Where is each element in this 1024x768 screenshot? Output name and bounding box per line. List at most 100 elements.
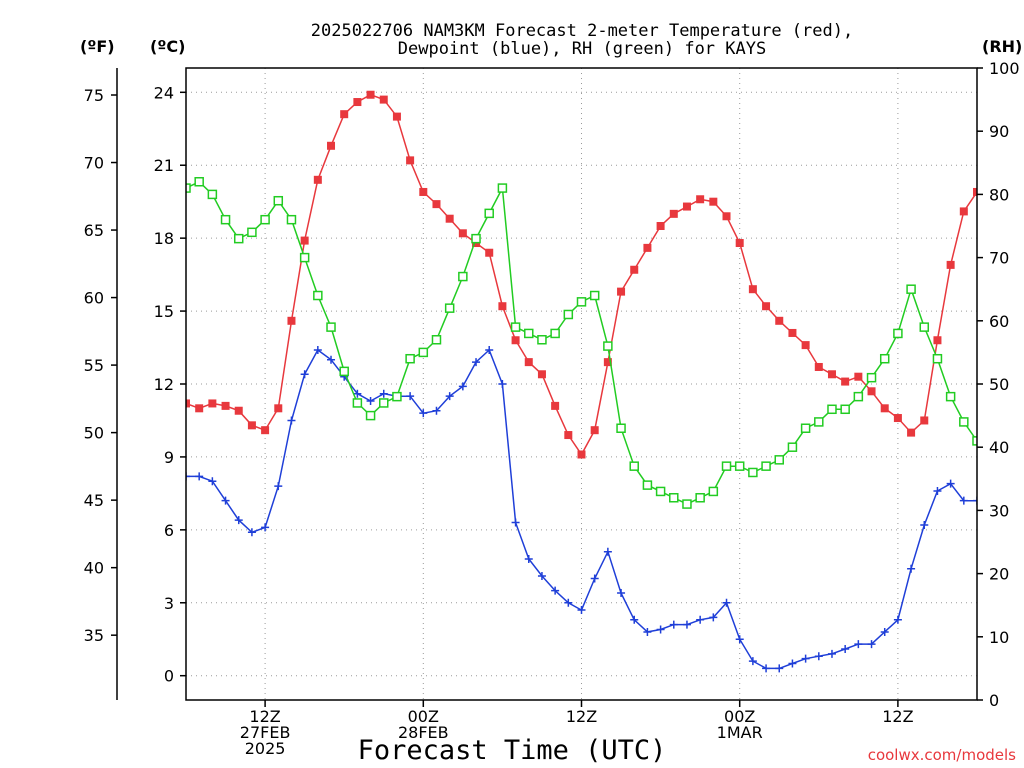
data-point-rh bbox=[233, 233, 244, 244]
data-point-2-meter-temperature bbox=[907, 428, 916, 437]
data-point-dewpoint bbox=[327, 355, 336, 364]
grid-lines bbox=[186, 68, 977, 700]
data-point-dewpoint bbox=[498, 380, 507, 388]
data-point-2-meter-temperature bbox=[221, 401, 230, 410]
data-point-2-meter-temperature bbox=[287, 316, 296, 325]
celsius-tick-label: 6 bbox=[164, 521, 174, 540]
data-point-2-meter-temperature bbox=[920, 416, 929, 425]
data-point-rh bbox=[734, 461, 745, 471]
data-point-rh bbox=[972, 436, 977, 446]
data-point-2-meter-temperature bbox=[564, 431, 573, 440]
data-point-dewpoint bbox=[880, 627, 889, 636]
data-point-2-meter-temperature bbox=[340, 110, 349, 119]
data-point-rh bbox=[510, 322, 521, 332]
celsius-tick-label: 15 bbox=[154, 302, 174, 321]
data-point-2-meter-temperature bbox=[313, 175, 322, 184]
data-point-rh bbox=[247, 227, 257, 238]
celsius-axis-unit: (ºC) bbox=[150, 37, 185, 56]
data-point-2-meter-temperature bbox=[247, 421, 256, 430]
data-point-2-meter-temperature bbox=[366, 90, 375, 99]
celsius-tick-label: 9 bbox=[164, 448, 174, 467]
data-point-rh bbox=[186, 183, 191, 193]
data-point-dewpoint bbox=[801, 654, 810, 663]
x-tick-label: 27FEB bbox=[240, 723, 291, 742]
celsius-tick-label: 18 bbox=[154, 229, 174, 248]
data-point-2-meter-temperature bbox=[406, 156, 415, 165]
data-point-2-meter-temperature bbox=[643, 243, 652, 252]
series-layer bbox=[186, 90, 994, 673]
data-point-2-meter-temperature bbox=[234, 406, 243, 415]
data-point-rh bbox=[326, 322, 336, 332]
data-point-2-meter-temperature bbox=[762, 302, 771, 311]
data-point-dewpoint bbox=[946, 479, 955, 488]
data-point-2-meter-temperature bbox=[511, 336, 520, 345]
data-point-2-meter-temperature bbox=[577, 450, 586, 459]
data-point-2-meter-temperature bbox=[551, 401, 560, 410]
data-point-rh bbox=[879, 353, 890, 364]
data-point-2-meter-temperature bbox=[986, 166, 994, 174]
data-point-dewpoint bbox=[221, 496, 230, 505]
data-point-rh bbox=[695, 493, 705, 503]
rh-tick-label: 100 bbox=[989, 59, 1020, 78]
data-point-dewpoint bbox=[682, 620, 691, 629]
data-point-dewpoint bbox=[973, 496, 977, 505]
data-point-2-meter-temperature bbox=[261, 426, 270, 435]
data-point-dewpoint bbox=[933, 486, 942, 495]
data-point-2-meter-temperature bbox=[775, 316, 784, 325]
data-point-rh bbox=[194, 177, 204, 187]
fahrenheit-tick-label: 75 bbox=[84, 86, 104, 105]
data-point-rh bbox=[550, 328, 560, 339]
data-point-dewpoint bbox=[577, 606, 586, 615]
x-tick-label: 12Z bbox=[882, 707, 913, 726]
fahrenheit-tick-label: 55 bbox=[84, 356, 104, 375]
data-point-rh bbox=[945, 391, 956, 402]
rh-tick-label: 60 bbox=[989, 312, 1009, 331]
data-point-2-meter-temperature bbox=[630, 265, 639, 274]
data-point-2-meter-temperature bbox=[801, 341, 810, 350]
data-point-dewpoint bbox=[867, 640, 876, 649]
data-point-rh bbox=[616, 423, 626, 433]
data-point-dewpoint bbox=[208, 477, 217, 486]
data-point-dewpoint bbox=[186, 472, 190, 481]
data-point-rh bbox=[919, 322, 930, 332]
series-line-2-meter-temperature bbox=[186, 93, 977, 456]
data-point-dewpoint bbox=[524, 555, 533, 564]
data-point-dewpoint bbox=[564, 598, 573, 607]
rh-axis-ticks: 0 10 20 30 40 50 60 70 80 90 100 bbox=[977, 59, 1020, 710]
data-point-rh bbox=[352, 398, 363, 408]
data-point-2-meter-temperature bbox=[432, 200, 441, 209]
data-point-dewpoint bbox=[472, 358, 481, 367]
celsius-tick-label: 3 bbox=[164, 594, 174, 613]
data-point-rh bbox=[787, 442, 798, 452]
data-point-rh bbox=[682, 499, 692, 509]
data-point-2-meter-temperature bbox=[445, 214, 454, 223]
data-point-dewpoint bbox=[775, 664, 784, 673]
data-point-rh bbox=[379, 398, 389, 408]
data-point-rh bbox=[814, 417, 824, 427]
data-point-rh bbox=[669, 493, 679, 503]
data-point-rh bbox=[642, 480, 653, 490]
data-point-dewpoint bbox=[195, 472, 204, 481]
data-point-dewpoint bbox=[432, 406, 441, 415]
data-point-rh bbox=[286, 214, 297, 225]
data-point-rh bbox=[207, 189, 218, 200]
data-point-2-meter-temperature bbox=[208, 399, 217, 408]
data-point-rh bbox=[840, 404, 850, 415]
data-point-rh bbox=[260, 214, 270, 225]
data-point-rh bbox=[471, 233, 481, 244]
credit-text: coolwx.com/models bbox=[868, 746, 1016, 764]
x-tick-label: 00Z bbox=[724, 707, 755, 726]
data-point-2-meter-temperature bbox=[880, 404, 889, 413]
data-point-dewpoint bbox=[656, 625, 665, 634]
fahrenheit-axis-ticks: 35 40 45 50 55 60 65 70 75 bbox=[84, 86, 117, 645]
fahrenheit-tick-label: 45 bbox=[84, 491, 104, 510]
data-point-rh bbox=[708, 486, 719, 497]
fahrenheit-tick-label: 70 bbox=[84, 154, 104, 173]
chart-title-line-2: Dewpoint (blue), RH (green) for KAYS bbox=[398, 39, 766, 59]
data-point-2-meter-temperature bbox=[419, 187, 428, 196]
data-point-2-meter-temperature bbox=[485, 248, 494, 257]
rh-tick-label: 40 bbox=[989, 438, 1009, 457]
data-point-dewpoint bbox=[379, 389, 388, 398]
data-point-2-meter-temperature bbox=[722, 212, 731, 221]
data-point-2-meter-temperature bbox=[603, 358, 612, 367]
